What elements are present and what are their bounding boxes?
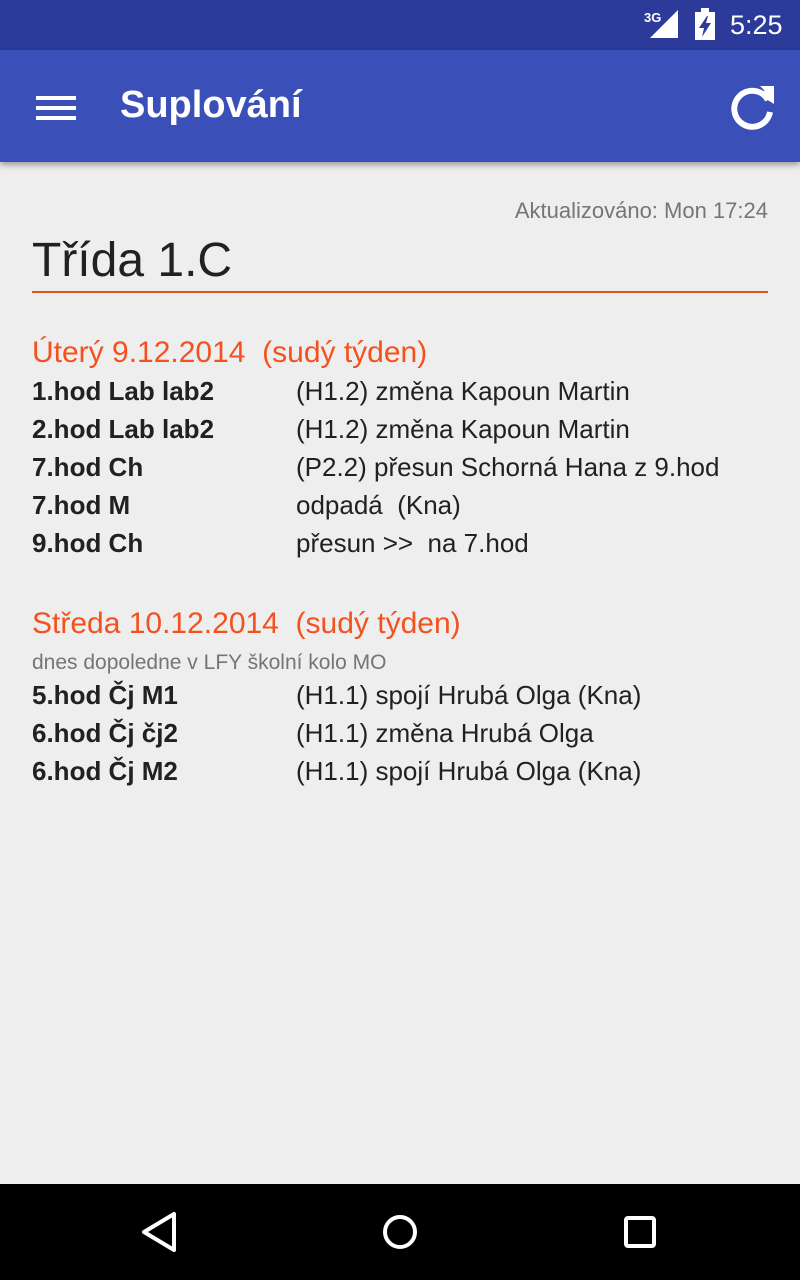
change-cell: (H1.2) změna Kapoun Martin (296, 414, 630, 444)
lesson-cell: 7.hod Ch (32, 452, 144, 482)
lesson-cell: 6.hod Čj čj2 (32, 718, 178, 748)
table-row: 7.hod Ch (P2.2) přesun Schorná Hana z 9.… (32, 452, 768, 490)
refresh-icon[interactable] (724, 80, 780, 136)
day-heading: Středa 10.12.2014 (sudý týden) (32, 607, 461, 640)
day-note: dnes dopoledne v LFY školní kolo MO (32, 651, 387, 674)
status-bar: 3G 5:25 (0, 0, 800, 50)
lesson-cell: 1.hod Lab lab2 (32, 376, 215, 406)
table-row: 6.hod Čj čj2 (H1.1) změna Hrubá Olga (32, 718, 768, 756)
day-heading: Úterý 9.12.2014 (sudý týden) (32, 336, 428, 369)
clock: 5:25 (730, 10, 783, 40)
menu-bar-line (36, 106, 76, 110)
app-title: Suplování (120, 84, 302, 126)
table-row: 9.hod Ch přesun >> na 7.hod (32, 528, 768, 566)
change-cell: (H1.1) spojí Hrubá Olga (Kna) (296, 756, 642, 786)
change-cell: (H1.1) spojí Hrubá Olga (Kna) (296, 680, 642, 710)
lesson-cell: 5.hod Čj M1 (32, 680, 178, 710)
class-title: Třída 1.C (32, 234, 233, 287)
table-row: 6.hod Čj M2 (H1.1) spojí Hrubá Olga (Kna… (32, 756, 768, 794)
table-row: 2.hod Lab lab2 (H1.2) změna Kapoun Marti… (32, 414, 768, 452)
table-row: 5.hod Čj M1 (H1.1) spojí Hrubá Olga (Kna… (32, 680, 768, 718)
signal-icon (650, 10, 678, 38)
app-bar: Suplování (0, 50, 800, 162)
home-icon[interactable] (368, 1200, 432, 1264)
change-cell: přesun >> na 7.hod (296, 528, 529, 558)
table-row: 1.hod Lab lab2 (H1.2) změna Kapoun Marti… (32, 376, 768, 414)
last-updated-text: Aktualizováno: Mon 17:24 (514, 198, 768, 223)
title-divider (32, 291, 768, 293)
change-cell: (H1.1) změna Hrubá Olga (296, 718, 594, 748)
change-cell: (H1.2) změna Kapoun Martin (296, 376, 630, 406)
change-cell: odpadá (Kna) (296, 490, 461, 520)
lesson-cell: 7.hod M (32, 490, 131, 520)
lesson-cell: 2.hod Lab lab2 (32, 414, 215, 444)
hamburger-menu-icon[interactable] (28, 82, 84, 130)
menu-bar-line (36, 96, 76, 100)
table-row: 7.hod M odpadá (Kna) (32, 490, 768, 528)
navigation-bar (0, 1184, 800, 1280)
change-cell: (P2.2) přesun Schorná Hana z 9.hod (296, 452, 720, 482)
recents-icon[interactable] (608, 1200, 672, 1264)
back-icon[interactable] (128, 1200, 192, 1264)
lesson-cell: 6.hod Čj M2 (32, 756, 178, 786)
lesson-cell: 9.hod Ch (32, 528, 144, 558)
network-type-label: 3G (644, 10, 662, 25)
battery-charging-icon (695, 8, 715, 40)
menu-bar-line (36, 116, 76, 120)
